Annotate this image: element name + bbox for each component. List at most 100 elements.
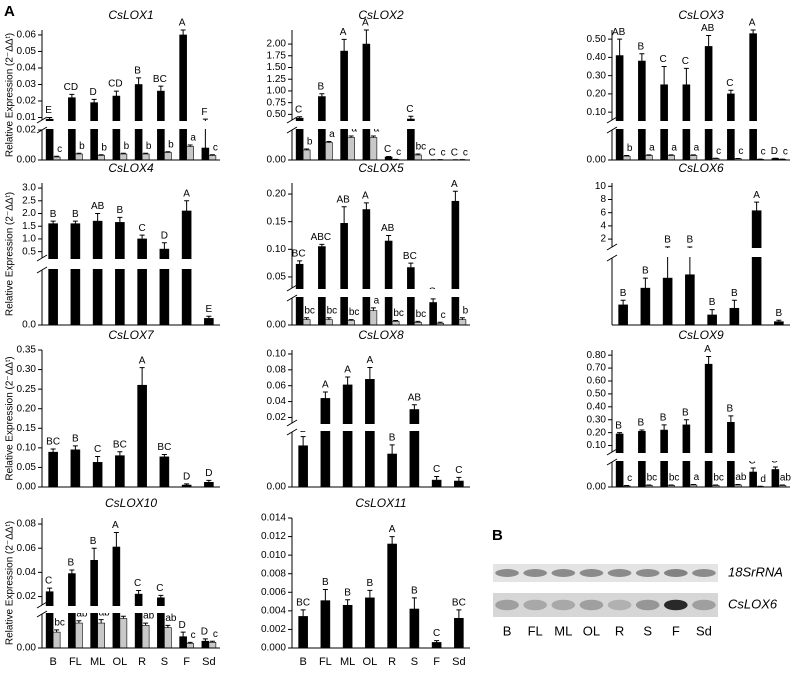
bar <box>362 209 371 326</box>
significance-label: a <box>671 143 677 154</box>
break-mark <box>606 116 618 124</box>
y-tick-label: 0.06 <box>17 30 37 41</box>
bar <box>325 142 333 161</box>
gel-band <box>579 599 604 611</box>
y-tick-label: 0.008 <box>261 568 286 579</box>
error-bar <box>98 619 104 624</box>
error-bar <box>779 484 785 486</box>
error-bar <box>624 485 630 486</box>
error-bar <box>661 424 667 431</box>
error-bar <box>91 547 97 561</box>
x-tick-label: R <box>388 656 396 668</box>
bar <box>112 546 121 649</box>
gel-band <box>607 599 632 611</box>
significance-label: bc <box>416 142 427 153</box>
error-bar <box>713 484 719 486</box>
break-mark <box>36 254 48 262</box>
bar <box>75 153 83 161</box>
y-tick-label: 0.006 <box>261 587 286 598</box>
significance-label: C <box>682 56 689 67</box>
x-tick-label: OL <box>113 656 128 668</box>
bar <box>179 636 187 649</box>
significance-label: c <box>738 146 743 157</box>
significance-label: ab <box>165 613 177 624</box>
error-bar <box>434 640 440 643</box>
significance-label: bc <box>647 473 658 484</box>
significance-label: B <box>727 403 734 414</box>
y-tick-label: 0.08 <box>267 364 287 375</box>
significance-label: C <box>406 104 413 115</box>
y-tick-label: 0.30 <box>17 364 37 375</box>
bar <box>48 223 58 326</box>
significance-label: b <box>79 141 85 152</box>
y-tick-label: 0.40 <box>587 52 607 63</box>
chart-title: CsLOX1 <box>108 8 153 22</box>
significance-label: B <box>367 578 374 589</box>
significance-label: d <box>760 474 766 485</box>
error-bar <box>668 484 674 486</box>
error-bar <box>367 589 373 598</box>
error-bar <box>50 220 56 224</box>
error-bar <box>158 594 164 598</box>
significance-label: B <box>664 235 671 246</box>
significance-label: B <box>50 209 57 220</box>
bar <box>369 310 378 326</box>
y-tick-label: 0.02 <box>17 591 37 602</box>
bar <box>320 600 331 649</box>
bar <box>391 321 400 326</box>
error-bar <box>728 415 734 423</box>
y-tick-label: 0.03 <box>17 79 37 90</box>
significance-label: C <box>45 576 52 587</box>
error-bar <box>620 299 626 305</box>
significance-label: BC <box>296 598 310 609</box>
error-bar <box>304 317 310 320</box>
significance-label: BC <box>292 249 306 260</box>
error-bar <box>161 454 167 457</box>
significance-label: B <box>72 434 79 445</box>
significance-label: c <box>441 310 446 321</box>
significance-label: ab <box>76 608 88 619</box>
gel-row-label: 18SrRNA <box>728 564 783 579</box>
bar <box>302 149 311 161</box>
error-bar <box>47 117 53 120</box>
significance-label: B <box>687 235 694 246</box>
bar <box>52 631 61 649</box>
significance-label: B <box>72 209 79 220</box>
error-bar <box>411 597 417 609</box>
y-tick-label: 0.20 <box>17 403 37 414</box>
significance-label: a <box>694 472 700 483</box>
bar <box>431 479 442 488</box>
error-bar <box>113 90 119 97</box>
bar <box>451 200 460 326</box>
y-tick-label: 0.50 <box>587 34 607 45</box>
bar <box>429 302 437 326</box>
x-tick-label: ML <box>340 656 355 668</box>
significance-label: B <box>615 420 622 431</box>
bar <box>369 137 378 161</box>
x-tick-label: S <box>161 656 168 668</box>
significance-label: c <box>396 147 401 158</box>
break-mark <box>36 601 48 609</box>
y-tick-label: 8 <box>600 194 606 205</box>
significance-label: C <box>384 144 391 155</box>
significance-label: A <box>362 18 369 29</box>
axis-break <box>43 259 221 269</box>
error-bar <box>47 587 53 592</box>
significance-label: AB <box>91 201 105 212</box>
gel-band <box>635 599 660 611</box>
chart-title: CsLOX2 <box>358 8 404 22</box>
y-tick-label: 1.50 <box>267 62 287 73</box>
error-bar <box>370 307 376 311</box>
bar <box>208 155 217 161</box>
significance-label: A <box>753 190 760 201</box>
error-bar <box>326 141 332 143</box>
significance-label: B <box>411 585 418 596</box>
chart-title: CsLOX11 <box>355 496 406 510</box>
significance-label: B <box>731 288 738 299</box>
error-bar <box>206 479 212 483</box>
error-bar <box>95 455 101 463</box>
error-bar <box>437 321 443 324</box>
significance-label: BC <box>452 598 466 609</box>
bar <box>618 304 628 326</box>
bar <box>115 222 125 326</box>
